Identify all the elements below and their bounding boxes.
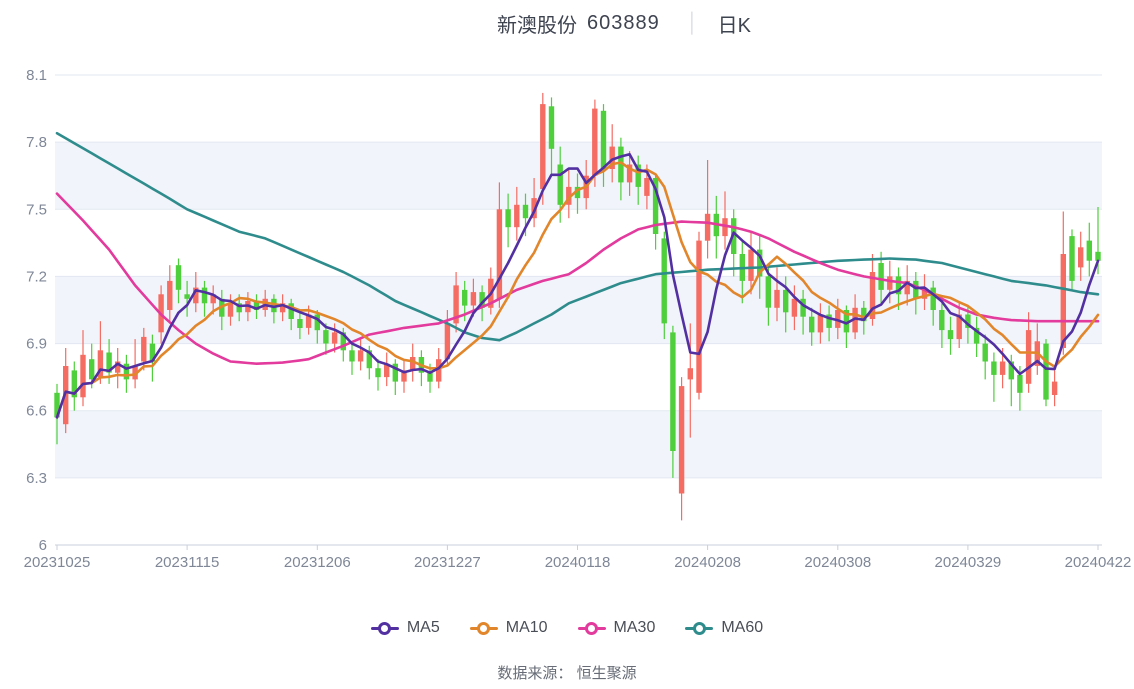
svg-text:20231227: 20231227 bbox=[414, 554, 481, 571]
x-axis-labels: 20231025 20231115 20231206 20231227 20240118… bbox=[24, 554, 1132, 571]
svg-text:20240208: 20240208 bbox=[674, 554, 741, 571]
title-separator: │ bbox=[686, 12, 699, 34]
grid-bands bbox=[55, 142, 1102, 478]
chart-title: 新澳股份 603889 │ 日K bbox=[497, 9, 751, 38]
legend-item-ma10[interactable]: MA10 bbox=[469, 619, 548, 637]
svg-text:6.6: 6.6 bbox=[26, 403, 47, 420]
ma-line-ma60 bbox=[55, 131, 1100, 342]
legend-label-ma5: MA5 bbox=[406, 619, 440, 636]
stock-code: 603889 bbox=[587, 12, 660, 34]
ma60-legend-icon bbox=[685, 621, 714, 635]
ma30-legend-icon bbox=[577, 621, 606, 635]
svg-text:20240308: 20240308 bbox=[804, 554, 871, 571]
ma-line-ma10 bbox=[55, 161, 1100, 419]
svg-text:6.9: 6.9 bbox=[26, 336, 47, 353]
legend-item-ma60[interactable]: MA60 bbox=[685, 619, 763, 637]
stock-name: 新澳股份 bbox=[497, 15, 577, 37]
svg-text:7.8: 7.8 bbox=[26, 134, 47, 151]
ma-legend: MA5 MA10 MA30 MA60 bbox=[0, 619, 1134, 637]
ma10-legend-icon bbox=[469, 621, 498, 635]
svg-text:7.2: 7.2 bbox=[26, 268, 47, 285]
x-axis-ticks bbox=[56, 545, 1099, 550]
legend-label-ma60: MA60 bbox=[721, 619, 764, 636]
svg-text:7.5: 7.5 bbox=[26, 201, 47, 218]
svg-text:20240329: 20240329 bbox=[935, 554, 1002, 571]
svg-text:20231206: 20231206 bbox=[284, 554, 351, 571]
ma-line-ma30 bbox=[55, 192, 1100, 365]
svg-text:6: 6 bbox=[39, 537, 47, 554]
svg-text:20240422: 20240422 bbox=[1065, 554, 1132, 571]
svg-text:20231115: 20231115 bbox=[155, 554, 220, 571]
gridlines bbox=[55, 74, 1102, 546]
period-label: 日K bbox=[717, 15, 751, 37]
ma-line-ma5 bbox=[55, 152, 1100, 419]
y-axis-labels: 8.1 7.8 7.5 7.2 6.9 6.6 6.3 6 bbox=[26, 67, 47, 554]
ma5-legend-icon bbox=[370, 621, 399, 635]
legend-label-ma10: MA10 bbox=[505, 619, 548, 636]
data-source-label: 数据来源： 恒生聚源 bbox=[497, 665, 637, 682]
svg-text:6.3: 6.3 bbox=[26, 470, 47, 487]
svg-text:20240118: 20240118 bbox=[545, 554, 611, 571]
legend-item-ma30[interactable]: MA30 bbox=[577, 619, 656, 637]
svg-text:20231025: 20231025 bbox=[24, 554, 91, 571]
legend-label-ma30: MA30 bbox=[613, 619, 656, 636]
svg-text:8.1: 8.1 bbox=[26, 67, 47, 84]
legend-item-ma5[interactable]: MA5 bbox=[370, 619, 440, 637]
